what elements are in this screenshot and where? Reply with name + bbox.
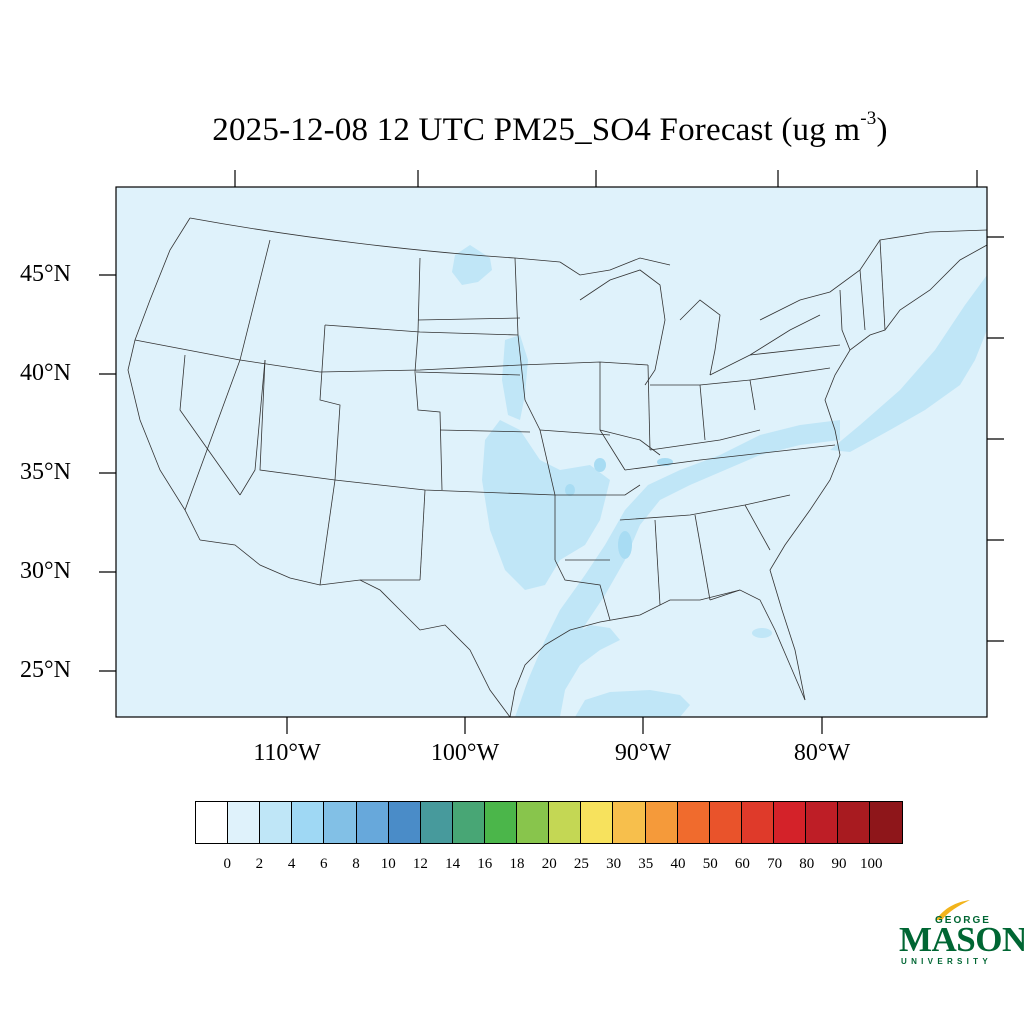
lat-label-45n: 45°N — [20, 261, 71, 287]
plume-dakota — [452, 245, 492, 285]
logo-main-text: MASON — [899, 920, 1024, 959]
title-close: ) — [876, 112, 888, 148]
title-superscript: -3 — [860, 108, 877, 129]
colorbar-tick-label: 30 — [606, 856, 622, 872]
plume-midwest — [502, 335, 528, 420]
colorbar-tick-label: 40 — [670, 856, 686, 872]
lat-label-40n: 40°N — [20, 360, 71, 386]
colorbar-segment — [324, 802, 357, 843]
logo-bottom-text: UNIVERSITY — [901, 957, 993, 966]
colorbar-tick-label: 2 — [255, 856, 264, 872]
colorbar-segment — [741, 802, 774, 843]
colorbar-tick-label: 70 — [767, 856, 783, 872]
right-ticks — [987, 236, 1004, 642]
colorbar-tick-label: 10 — [380, 856, 396, 872]
colorbar-segment — [517, 802, 550, 843]
concentration-field — [452, 245, 987, 717]
plume-gulf — [520, 625, 620, 717]
colorbar-segment — [356, 802, 389, 843]
logo-swoosh-icon — [936, 900, 970, 920]
map-title: 2025-12-08 12 UTC PM25_SO4 Forecast (ug … — [0, 109, 1024, 149]
colorbar-tick-label: 16 — [477, 856, 493, 872]
lon-label-110w: 110°W — [253, 740, 321, 766]
colorbar-tick-label: 50 — [702, 856, 718, 872]
gmu-logo: GEORGE MASON UNIVERSITY — [898, 898, 1024, 973]
plume-core-3 — [565, 484, 575, 496]
logo-top-text: GEORGE — [935, 915, 991, 926]
lat-label-35n: 35°N — [20, 459, 71, 485]
title-text: 2025-12-08 12 UTC PM25_SO4 Forecast (ug … — [212, 112, 861, 148]
colorbar-tick-label: 14 — [445, 856, 461, 872]
plume-core-1 — [618, 531, 632, 559]
colorbar-segment — [613, 802, 646, 843]
colorbar-segment — [196, 802, 229, 843]
plume-florida — [752, 628, 772, 638]
colorbar — [195, 801, 904, 844]
lat-label-25n: 25°N — [20, 657, 71, 683]
lat-label-30n: 30°N — [20, 558, 71, 584]
colorbar-segment — [581, 802, 614, 843]
colorbar-tick-label: 80 — [799, 856, 815, 872]
top-ticks — [234, 170, 978, 187]
colorbar-tick-label: 100 — [859, 856, 883, 872]
map-frame — [115, 186, 988, 718]
colorbar-tick-label: 4 — [287, 856, 296, 872]
bottom-ticks — [286, 717, 823, 734]
colorbar-segment — [773, 802, 807, 843]
colorbar-tick-label: 90 — [831, 856, 847, 872]
colorbar-tick-label: 60 — [734, 856, 750, 872]
lon-label-90w: 90°W — [614, 740, 672, 766]
lon-label-100w: 100°W — [430, 740, 500, 766]
colorbar-tick-label: 20 — [541, 856, 557, 872]
lon-label-80w: 80°W — [793, 740, 851, 766]
colorbar-segment — [870, 802, 903, 843]
state-boundaries — [127, 217, 987, 717]
colorbar-segment — [645, 802, 678, 843]
plume-gulf-offshore — [575, 690, 690, 717]
colorbar-segment — [260, 802, 293, 843]
colorbar-tick-label: 8 — [352, 856, 360, 872]
colorbar-segment — [806, 802, 839, 843]
colorbar-tick-label: 0 — [223, 856, 231, 872]
plume-core-2 — [594, 458, 606, 472]
colorbar-segment — [388, 802, 421, 843]
plume-plains — [482, 420, 610, 590]
colorbar-segment — [838, 802, 871, 843]
colorbar-segment — [484, 802, 518, 843]
colorbar-tick-label: 6 — [320, 856, 328, 872]
colorbar-segment — [452, 802, 485, 843]
colorbar-tick-label: 25 — [573, 856, 589, 872]
colorbar-segment — [709, 802, 742, 843]
colorbar-segment — [228, 802, 261, 843]
colorbar-tick-label: 18 — [509, 856, 525, 872]
colorbar-tick-label: 12 — [412, 856, 428, 872]
colorbar-tick-label: 35 — [638, 856, 654, 872]
colorbar-segment — [677, 802, 710, 843]
colorbar-segment — [420, 802, 453, 843]
left-ticks — [99, 274, 116, 672]
colorbar-segment — [292, 802, 325, 843]
colorbar-segment — [549, 802, 582, 843]
plume-atlantic — [830, 275, 987, 452]
